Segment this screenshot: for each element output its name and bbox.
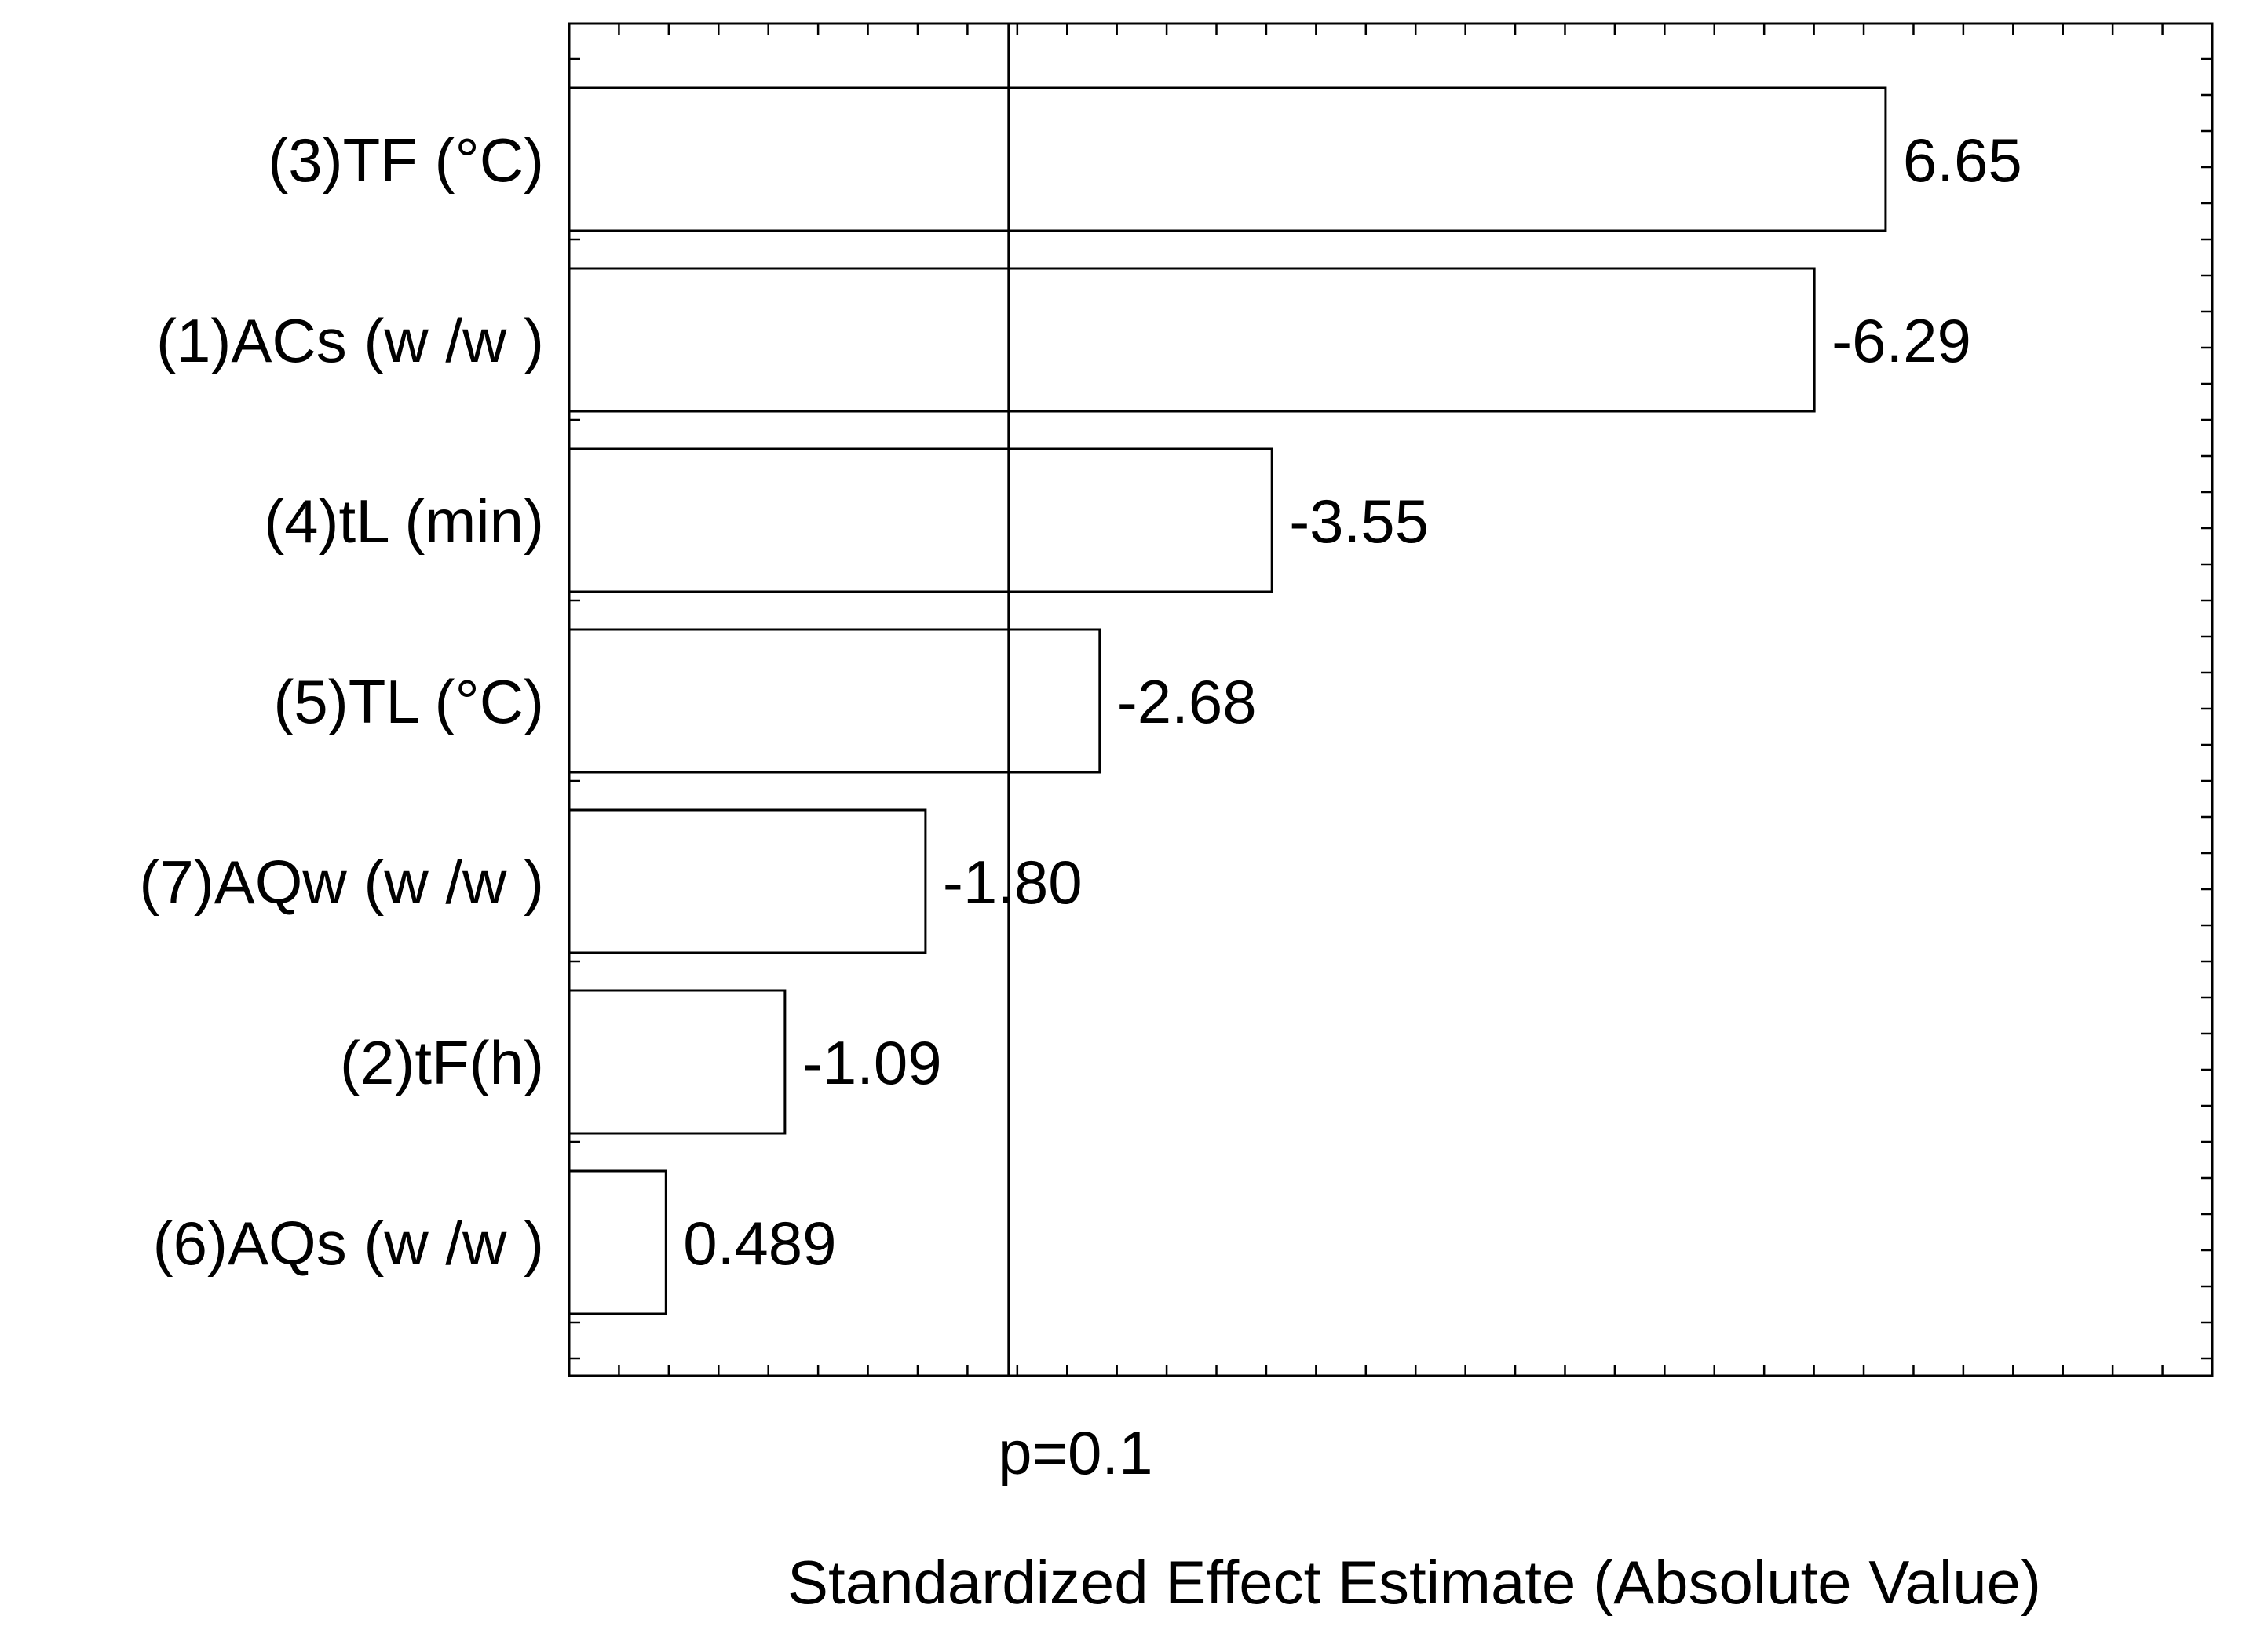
x-axis-title: Standardized Effect Estimate (Absolute V… — [787, 1548, 2041, 1617]
bar-value-label: -1.09 — [802, 1028, 942, 1097]
category-labels: (3)TF (°C) (1)ACs (w /w ) (4)tL (min) (5)TL… — [139, 126, 544, 1278]
bar-value-label: -3.55 — [1289, 487, 1429, 556]
value-labels: 6.65 -6.29 -3.55 -2.68 -1.80 -1.09 0.489 — [683, 126, 2021, 1278]
bar — [568, 447, 1273, 593]
reference-line-label: p=0.1 — [998, 1418, 1152, 1487]
category-label: (2)tF(h) — [340, 1028, 544, 1097]
category-label: (3)TF (°C) — [268, 126, 544, 195]
bar — [568, 267, 1816, 413]
category-label: (7)AQw (w /w ) — [139, 848, 544, 917]
bar — [568, 989, 787, 1135]
category-label: (6)AQs (w /w ) — [153, 1209, 544, 1278]
bar-value-label: -1.80 — [943, 848, 1083, 917]
bar-value-label: 6.65 — [1903, 126, 2022, 195]
bar-value-label: 0.489 — [683, 1209, 836, 1278]
category-label: (5)TL (°C) — [273, 667, 544, 736]
bar-value-label: -6.29 — [1832, 306, 1971, 375]
category-label: (4)tL (min) — [264, 487, 544, 556]
category-label: (1)ACs (w /w ) — [156, 306, 544, 375]
bar — [568, 808, 927, 954]
bar — [568, 86, 1887, 232]
bars-group — [568, 86, 1887, 1315]
bar — [568, 1169, 667, 1315]
bar — [568, 628, 1101, 774]
bar-value-label: -2.68 — [1117, 667, 1257, 736]
